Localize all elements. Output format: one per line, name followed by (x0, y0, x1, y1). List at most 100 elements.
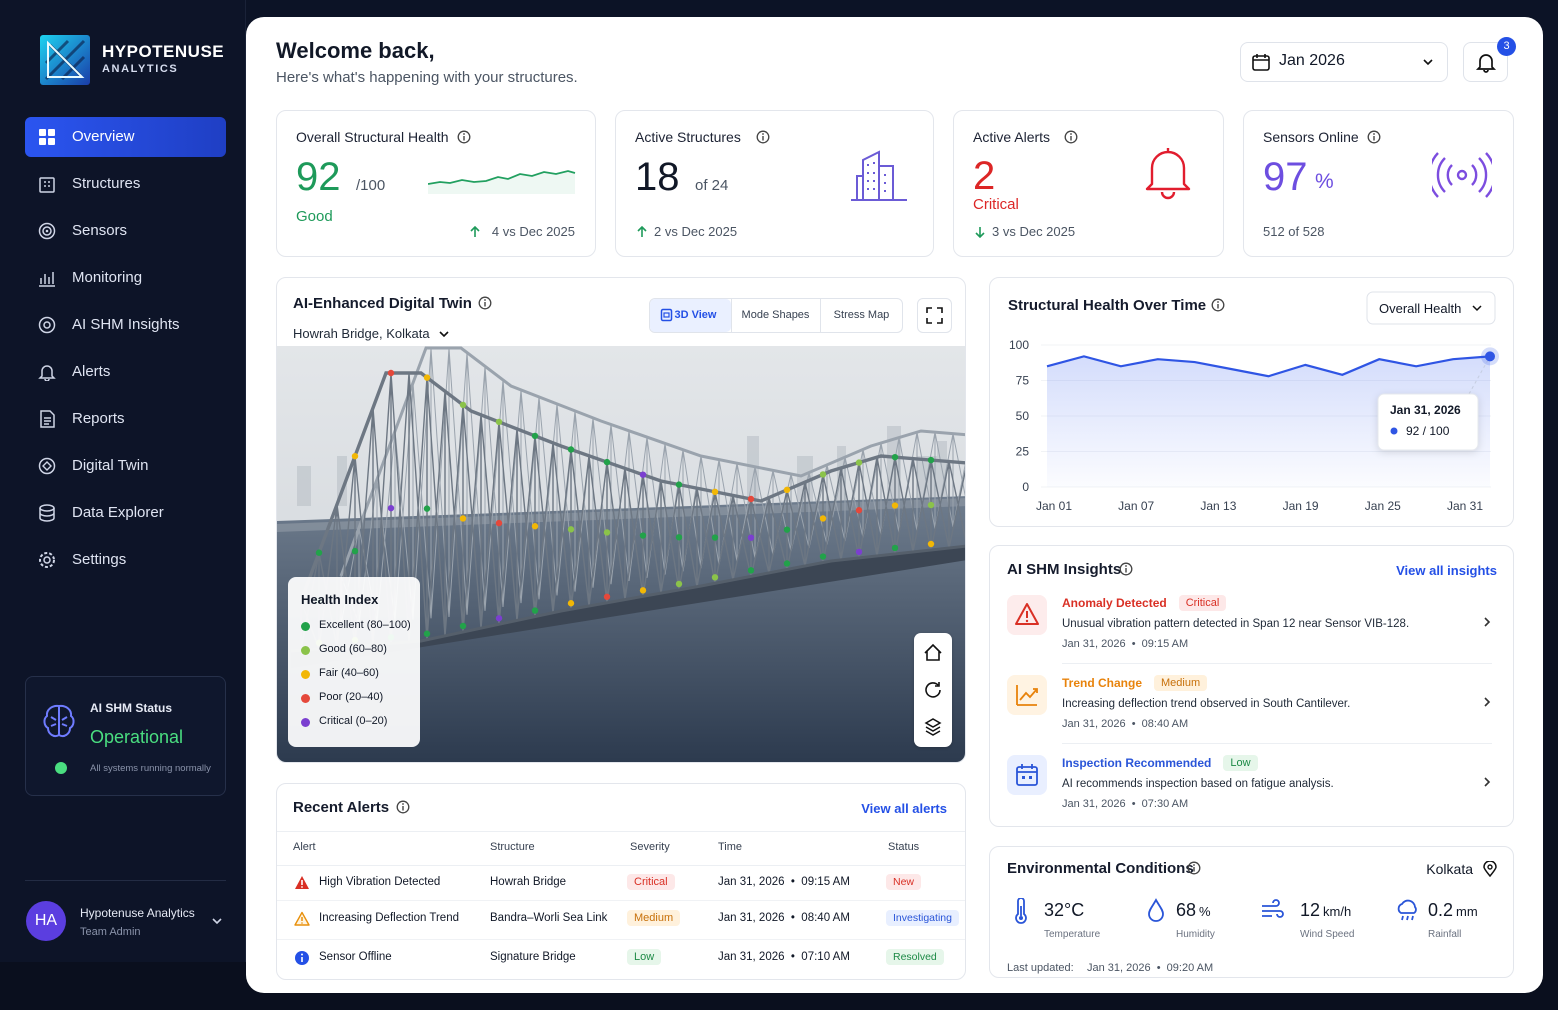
kpi-delta: 2 vs Dec 2025 (654, 224, 738, 239)
cube-icon (660, 308, 673, 322)
sensor-dot (639, 532, 647, 539)
nav-icon (38, 316, 56, 334)
top-chord (339, 346, 965, 577)
env-value-row: 32 °C (1044, 900, 1084, 921)
kpi-card (1243, 110, 1514, 257)
view-tab[interactable]: 3D View (674, 309, 717, 321)
severity-badge: Medium (1154, 675, 1208, 691)
severity-badge: Critical (627, 874, 675, 890)
y-tick-label: 25 (1016, 445, 1030, 459)
nav-item[interactable]: Data Explorer (72, 504, 164, 521)
brand-name: HYPOTENUSE (102, 42, 225, 61)
kpi-sub: 512 of 528 (1263, 224, 1325, 239)
legend-title: Health Index (301, 592, 379, 607)
alert-structure: Howrah Bridge (490, 876, 567, 888)
calendar-icon (1252, 54, 1270, 71)
kpi-card (953, 110, 1224, 257)
view-tab[interactable]: Mode Shapes (741, 309, 810, 321)
sensor-dot (495, 519, 503, 527)
kpi-delta: 3 vs Dec 2025 (992, 224, 1076, 239)
alert-name: High Vibration Detected (319, 876, 441, 888)
chart-selector-label: Overall Health (1379, 301, 1461, 316)
sensor-dot (747, 567, 755, 574)
pin-icon (1483, 861, 1497, 877)
skyline (297, 466, 311, 506)
kpi-card (615, 110, 934, 257)
health-chart: Structural Health Over Time Overall Healt… (1008, 291, 1499, 513)
sensor-dot (459, 515, 467, 522)
kpi-label: Active Structures (635, 129, 741, 145)
x-tick-label: Jan 19 (1283, 499, 1319, 513)
kpi-value: 92 (296, 155, 341, 199)
twin-location[interactable]: Howrah Bridge, Kolkata (293, 326, 430, 341)
alerts-link[interactable]: View all alerts (861, 801, 947, 816)
nav-item[interactable]: Settings (72, 551, 127, 568)
info-icon (1119, 562, 1133, 576)
nav-item[interactable]: AI SHM Insights (72, 316, 180, 333)
nav-item[interactable]: Structures (72, 175, 141, 192)
sensor-dot (423, 630, 431, 637)
alert-name: Increasing Deflection Trend (319, 912, 459, 924)
skyline (337, 456, 347, 506)
sensor-dot (531, 523, 539, 530)
kpi-unit: /100 (356, 177, 386, 194)
env-value: 32 (1044, 900, 1065, 920)
legend-item: Critical (0–20) (319, 715, 388, 727)
chart-selector[interactable] (1366, 291, 1496, 325)
info-icon (1367, 130, 1381, 144)
status-badge: Resolved (886, 949, 944, 965)
status-dot (55, 762, 67, 774)
notifications-button[interactable] (1463, 42, 1508, 82)
tooltip-value: 92 / 100 (1406, 424, 1450, 438)
sensor-dot (459, 401, 467, 409)
view-tab[interactable]: Stress Map (833, 309, 890, 321)
insight-time: Jan 31, 2026 • 09:15 AM (1062, 638, 1189, 650)
row-divider (277, 900, 965, 901)
area (1047, 356, 1490, 487)
sensor-dot (495, 615, 503, 622)
severity-badge: Low (627, 949, 662, 965)
building-icon (851, 150, 907, 201)
alert-structure: Bandra–Worli Sea Link (490, 912, 608, 924)
insights-link[interactable]: View all insights (1396, 563, 1497, 578)
status-badge: New (886, 874, 922, 890)
view-tool-icons[interactable] (914, 633, 952, 747)
insight-head: Trend Change Medium (1062, 675, 1208, 691)
nav-item[interactable]: Sensors (72, 222, 128, 239)
alert-time: Jan 31, 2026 • 09:15 AM (718, 876, 850, 888)
notification-badge: 3 (1497, 37, 1516, 56)
kpi-value: 2 (973, 154, 996, 198)
sensor-dot (891, 502, 899, 509)
logo (40, 35, 90, 85)
legend-item: Fair (40–60) (319, 667, 379, 679)
location-chevron (439, 331, 449, 338)
user-chevron[interactable] (211, 915, 223, 927)
nav-item[interactable]: Monitoring (72, 269, 143, 286)
alert-time: Jan 31, 2026 • 08:40 AM (718, 912, 850, 924)
deck (291, 546, 965, 668)
insight-chevron (1484, 617, 1491, 627)
sensor-dot (927, 456, 935, 464)
nav-icon (38, 222, 56, 240)
avatar[interactable]: HA (26, 901, 66, 941)
sensor-dot (855, 459, 863, 466)
alert-icon (295, 876, 309, 889)
nav-item[interactable]: Digital Twin (72, 457, 149, 474)
date-picker[interactable] (1240, 42, 1448, 82)
legend-swatch (301, 718, 310, 727)
env-unit: km/h (1323, 904, 1352, 919)
info-icon (396, 800, 410, 814)
alert-name: Sensor Offline (319, 951, 392, 963)
y-tick-label: 0 (1022, 480, 1029, 494)
nav-item[interactable]: Reports (72, 410, 125, 427)
nav-icon (39, 177, 55, 193)
page-subtitle: Here's what's happening with your struct… (276, 69, 578, 86)
tab-divider (731, 299, 732, 332)
nav-item[interactable]: Overview (72, 128, 135, 145)
sensor-dot (927, 501, 935, 509)
nav-item[interactable]: Alerts (72, 363, 111, 380)
kpi-status: Critical (973, 196, 1019, 213)
skyline (937, 441, 947, 516)
sensor-dot (747, 495, 755, 503)
expand-button[interactable] (917, 298, 952, 333)
